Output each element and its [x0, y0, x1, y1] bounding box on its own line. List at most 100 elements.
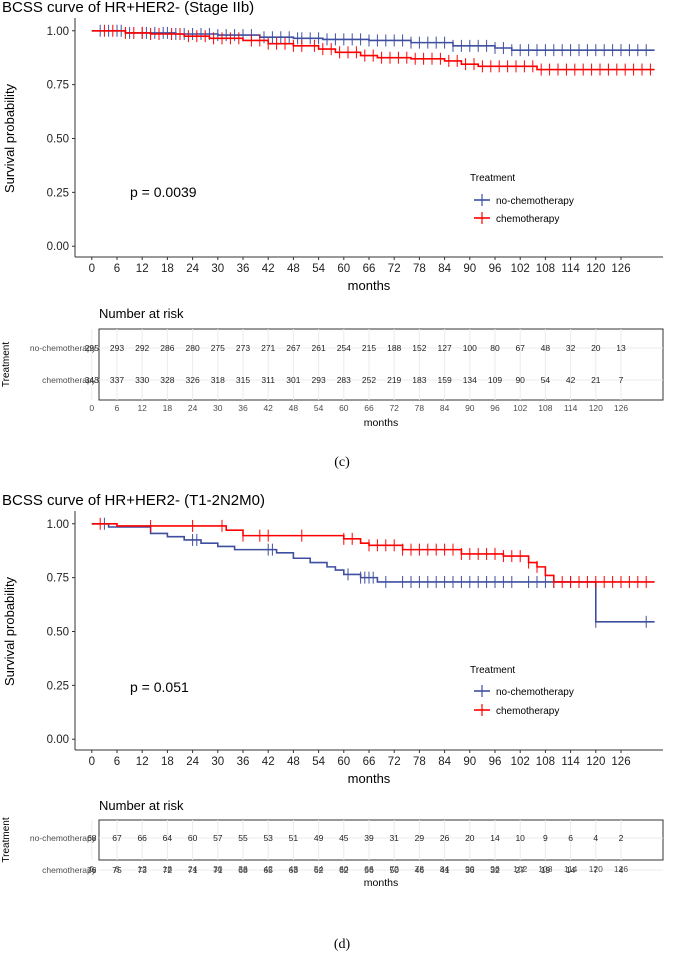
x-tick-label: 102	[511, 756, 530, 768]
risk-value: 63	[289, 865, 299, 875]
x-tick-label: 126	[611, 263, 630, 275]
x-tick-label: 96	[489, 263, 502, 275]
risk-x-tick-label: 18	[163, 864, 173, 874]
x-tick-label: 54	[312, 756, 325, 768]
legend-label: chemotherapy	[496, 706, 559, 717]
risk-x-tick-label: 114	[564, 864, 578, 874]
risk-value: 42	[566, 375, 576, 385]
risk-x-tick-label: 114	[564, 403, 578, 413]
risk-value: 261	[312, 343, 326, 353]
x-axis-label: months	[348, 771, 391, 786]
x-tick-label: 18	[161, 756, 174, 768]
risk-x-tick-label: 120	[589, 403, 603, 413]
risk-value: 219	[387, 375, 401, 385]
risk-value: 73	[137, 865, 147, 875]
risk-value: 292	[135, 343, 149, 353]
risk-x-tick-label: 66	[364, 403, 374, 413]
x-tick-label: 120	[586, 263, 605, 275]
y-tick-label: 0.00	[47, 734, 69, 746]
risk-value: 50	[389, 865, 399, 875]
risk-x-tick-label: 12	[137, 864, 147, 874]
x-tick-label: 66	[363, 756, 376, 768]
chart-c: BCSS curve of HR+HER2- (Stage IIb) 0.00 0.…	[1, 0, 664, 429]
risk-value: 45	[339, 833, 349, 843]
risk-value: 76	[87, 865, 97, 875]
risk-value: 14	[566, 865, 576, 875]
risk-row-label: chemotherapy	[42, 865, 97, 875]
risk-value: 286	[160, 343, 174, 353]
risk-value: 275	[211, 343, 225, 353]
x-tick-label: 84	[438, 263, 451, 275]
risk-y-axis-label: Treatment	[1, 817, 12, 862]
y-axis-label: Survival probability	[2, 83, 17, 193]
risk-x-tick-label: 12	[137, 403, 147, 413]
legend-label: no-chemotherapy	[496, 687, 574, 698]
risk-value: 330	[135, 375, 149, 385]
risk-x-tick-label: 96	[490, 864, 500, 874]
x-tick-label: 60	[337, 263, 350, 275]
risk-value: 337	[110, 375, 124, 385]
risk-x-tick-label: 90	[465, 403, 475, 413]
risk-value: 295	[85, 343, 99, 353]
x-tick-label: 108	[536, 756, 555, 768]
risk-value: 19	[541, 865, 551, 875]
risk-value: 66	[137, 833, 147, 843]
risk-table-title: Number at risk	[99, 798, 184, 813]
x-tick-label: 36	[237, 263, 250, 275]
risk-value: 90	[515, 375, 525, 385]
risk-x-tick-label: 60	[339, 864, 349, 874]
y-tick-label: 0.25	[47, 680, 69, 692]
risk-value: 20	[591, 343, 601, 353]
y-tick-label: 0.75	[47, 80, 69, 92]
risk-x-tick-label: 126	[614, 403, 628, 413]
risk-x-tick-label: 102	[513, 403, 527, 413]
x-tick-label: 114	[561, 263, 580, 275]
risk-row-label: no-chemotherapy	[30, 343, 97, 353]
legend-label: no-chemotherapy	[496, 196, 574, 207]
x-tick-label: 12	[136, 263, 149, 275]
risk-x-tick-label: 60	[339, 403, 349, 413]
y-tick-label: 0.25	[47, 187, 69, 199]
risk-x-tick-label: 78	[415, 403, 425, 413]
x-tick-label: 78	[413, 263, 426, 275]
risk-value: 54	[541, 375, 551, 385]
y-tick-label: 0.75	[47, 573, 69, 585]
risk-value: 75	[112, 865, 122, 875]
risk-x-tick-label: 6	[115, 403, 120, 413]
risk-value: 80	[490, 343, 500, 353]
x-tick-label: 48	[287, 756, 300, 768]
risk-value: 152	[412, 343, 426, 353]
risk-value: 39	[364, 833, 374, 843]
risk-row-label: no-chemotherapy	[30, 833, 97, 843]
y-tick-label: 1.00	[47, 26, 69, 38]
risk-value: 48	[541, 343, 551, 353]
risk-y-axis-label: Treatment	[1, 342, 12, 387]
risk-value: 254	[337, 343, 351, 353]
legend-item-no-chemotherapy: no-chemotherapy	[474, 194, 574, 207]
risk-value: 343	[85, 375, 99, 385]
risk-x-tick-label: 18	[163, 403, 173, 413]
risk-x-tick-label: 30	[213, 864, 223, 874]
x-tick-label: 6	[114, 756, 120, 768]
risk-x-tick-label: 126	[614, 864, 628, 874]
legend-item-no-chemotherapy: no-chemotherapy	[474, 685, 574, 698]
figure-sublabel: (c)	[334, 455, 350, 470]
risk-value: 13	[616, 343, 626, 353]
chart-title: BCSS curve of HR+HER2- (T1-2N2M0)	[2, 492, 265, 509]
risk-x-tick-label: 120	[589, 864, 603, 874]
risk-value: 71	[188, 865, 198, 875]
x-tick-label: 24	[186, 756, 199, 768]
risk-x-tick-label: 0	[89, 403, 94, 413]
x-tick-label: 90	[463, 263, 476, 275]
risk-value: 65	[263, 865, 273, 875]
risk-value: 67	[112, 833, 122, 843]
x-tick-label: 30	[211, 756, 224, 768]
risk-value: 55	[238, 833, 248, 843]
risk-value: 62	[314, 865, 324, 875]
risk-x-tick-label: 108	[538, 864, 552, 874]
risk-x-tick-label: 54	[314, 403, 324, 413]
p-value-label: p = 0.0039	[130, 184, 197, 200]
x-tick-label: 84	[438, 756, 451, 768]
